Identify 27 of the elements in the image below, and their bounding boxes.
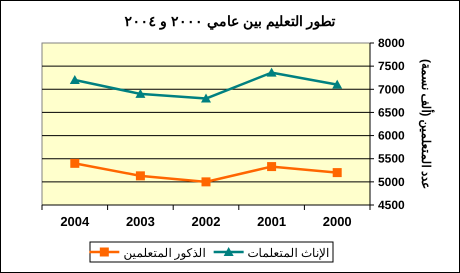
x-tick-label: 2003	[126, 214, 155, 229]
y-tick-label: 6000	[378, 128, 406, 143]
point	[267, 162, 276, 172]
y-tick-label: 4500	[378, 198, 406, 212]
point	[332, 168, 342, 178]
y-tick-label: 6500	[378, 105, 406, 120]
x-tick-label: 2004	[60, 214, 90, 229]
y-tick-label: 7000	[378, 82, 406, 96]
point	[136, 171, 145, 180]
x-tick-label: 2002	[192, 214, 220, 229]
point	[201, 94, 211, 103]
chart-title: تطور التعليم بين عامي ٢٠٠٠ و ٢٠٠٤	[124, 13, 336, 30]
y-tick-label: 7500	[378, 59, 406, 74]
x-tick-label: 2001	[257, 214, 286, 229]
legend-label: الإناث المتعلمات	[248, 246, 329, 261]
point	[135, 88, 146, 98]
point	[70, 158, 80, 168]
point	[70, 75, 80, 84]
legend-label: الذكور المتعلمين	[123, 246, 206, 260]
point	[202, 177, 210, 186]
x-tick-label: 2000	[322, 214, 352, 229]
y-tick-label: 5000	[378, 174, 406, 189]
point	[266, 68, 277, 77]
point	[332, 80, 342, 89]
y-tick-label: 5500	[378, 152, 406, 166]
y-tick-label: 8000	[378, 36, 406, 50]
y-axis-title: عدد المتعلمين (ألف نسمة)	[418, 59, 434, 189]
